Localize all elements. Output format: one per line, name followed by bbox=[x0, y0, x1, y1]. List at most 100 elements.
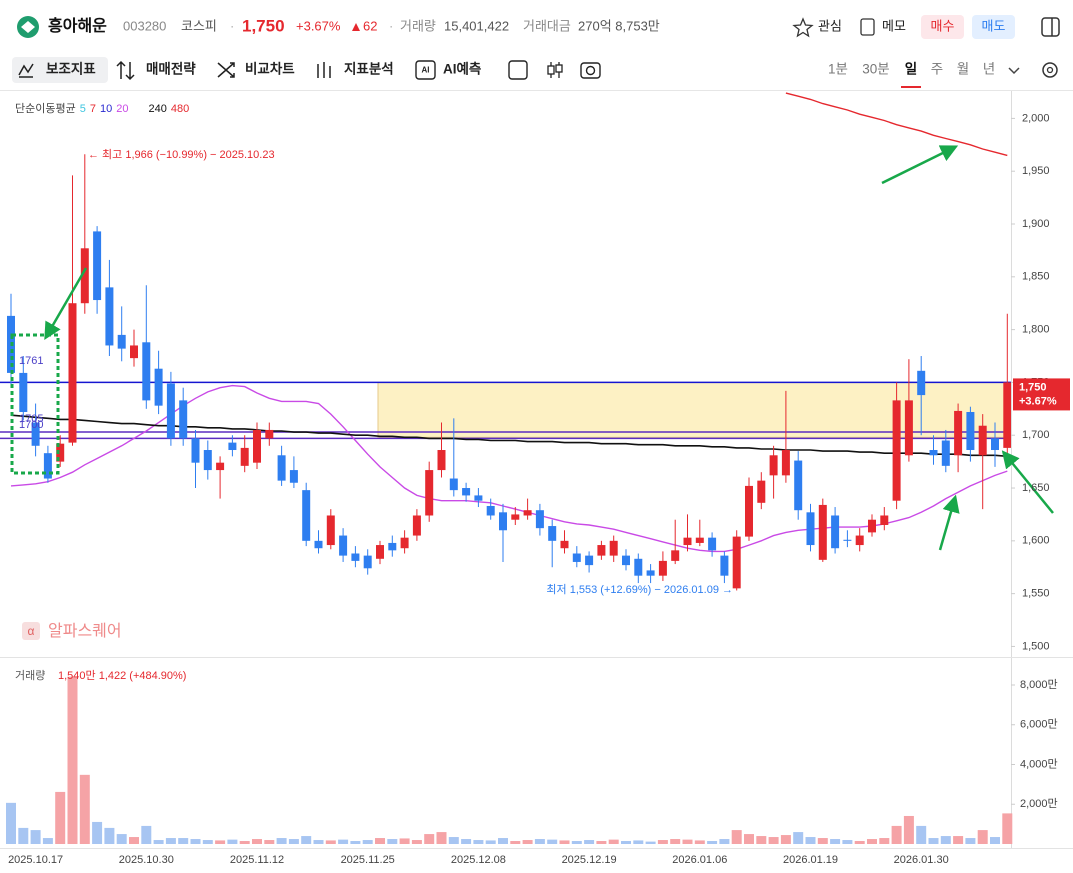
candle-body bbox=[56, 443, 65, 462]
candle-body bbox=[671, 550, 680, 561]
period[interactable]: 주 bbox=[931, 62, 943, 77]
candle-body bbox=[228, 442, 237, 451]
volume-bar bbox=[547, 839, 558, 844]
volume-bar bbox=[153, 840, 164, 844]
candle-body bbox=[966, 411, 975, 451]
ai-icon-text: AI bbox=[422, 66, 430, 75]
volume-bar bbox=[461, 839, 472, 844]
buy-button[interactable]: 매수 bbox=[931, 18, 955, 33]
watch-button[interactable]: 관심 bbox=[818, 18, 842, 33]
candle-body bbox=[720, 555, 729, 576]
period[interactable]: 30분 bbox=[862, 62, 889, 77]
volume-bar bbox=[990, 837, 1000, 844]
tool-analysis[interactable]: 지표분석 bbox=[344, 62, 394, 77]
volume-bar bbox=[1002, 813, 1013, 844]
candle-body bbox=[868, 519, 876, 533]
sell-button[interactable]: 매도 bbox=[982, 18, 1006, 33]
low-annotation: 최저 1,553 (+12.69%) − 2026.01.09 → bbox=[546, 583, 733, 596]
volume-label: 거래량 bbox=[400, 18, 436, 33]
period[interactable]: 월 bbox=[957, 62, 969, 77]
camera-tool[interactable] bbox=[580, 62, 601, 79]
volume-bar bbox=[842, 840, 853, 844]
volume-bar bbox=[670, 839, 681, 844]
tool-icon bbox=[217, 62, 235, 78]
candle-body bbox=[695, 537, 704, 543]
candle-body bbox=[831, 515, 840, 549]
separator: · bbox=[230, 18, 234, 33]
memo-icon[interactable] bbox=[860, 18, 875, 36]
candle-body bbox=[166, 383, 175, 439]
volume-bar bbox=[6, 802, 16, 844]
candle-body bbox=[43, 453, 52, 479]
candle-tool[interactable] bbox=[555, 64, 563, 73]
candle-body bbox=[388, 542, 397, 551]
tool-strategy[interactable]: 매매전략 bbox=[146, 61, 196, 77]
y-tick-label: 1,700 bbox=[1022, 429, 1050, 441]
volume-bar bbox=[522, 840, 533, 844]
volume-bar bbox=[375, 838, 385, 844]
sell-button-bg[interactable] bbox=[972, 15, 1015, 39]
draw-tool[interactable] bbox=[508, 60, 528, 80]
volume-bar bbox=[879, 838, 890, 844]
price-plot bbox=[7, 92, 1011, 591]
volume-bar bbox=[116, 834, 127, 844]
volume-bar bbox=[633, 840, 644, 844]
period[interactable]: 1분 bbox=[828, 62, 848, 77]
candle-body bbox=[757, 480, 766, 503]
volume: 15,401,422 bbox=[444, 18, 509, 33]
x-tick-label: 2025.11.12 bbox=[230, 854, 284, 866]
volume-bar bbox=[854, 841, 865, 844]
volume-bar bbox=[719, 839, 730, 844]
change: 62 bbox=[363, 18, 377, 33]
volume-bar bbox=[805, 837, 816, 844]
ma-legend-entry: 480 bbox=[171, 103, 189, 115]
candle-body bbox=[412, 515, 421, 536]
x-tick-label: 2025.10.17 bbox=[8, 854, 63, 866]
volume-plot bbox=[6, 676, 1013, 844]
volume-bar bbox=[891, 825, 902, 844]
moving-average-line bbox=[785, 92, 1008, 157]
period-dropdown[interactable] bbox=[1008, 67, 1020, 75]
settings-icon[interactable] bbox=[1042, 62, 1058, 78]
tool-ai[interactable]: AI예측 bbox=[443, 62, 481, 77]
volume-bar bbox=[202, 840, 213, 844]
volume-y-tick-label: 2,000만 bbox=[1020, 797, 1058, 810]
star-icon[interactable] bbox=[792, 17, 814, 38]
user-arrow bbox=[1001, 450, 1054, 514]
candle-body bbox=[191, 438, 200, 463]
candle-body bbox=[31, 422, 40, 446]
candle-tool[interactable] bbox=[547, 65, 555, 75]
ma-legend-entry: 20 bbox=[116, 103, 128, 115]
x-tick-label: 2025.12.08 bbox=[451, 854, 506, 866]
tool-compare[interactable]: 비교차트 bbox=[245, 62, 295, 77]
volume-bar bbox=[953, 836, 964, 844]
volume-bar bbox=[313, 840, 324, 844]
candle-body bbox=[326, 515, 335, 546]
candle-body bbox=[93, 231, 102, 301]
candle-body bbox=[818, 504, 827, 560]
candle-body bbox=[560, 540, 569, 549]
period[interactable]: 년 bbox=[983, 62, 995, 77]
x-tick-label: 2025.10.30 bbox=[119, 854, 174, 866]
memo-button[interactable]: 메모 bbox=[882, 18, 906, 33]
volume-bar bbox=[264, 840, 275, 844]
buy-button-bg[interactable] bbox=[921, 15, 964, 39]
ma-legend: 단순이동평균 5 7 10 20 240 480 bbox=[15, 102, 189, 115]
price-overlays bbox=[0, 381, 1011, 440]
settings-icon-center bbox=[1046, 66, 1054, 74]
candle-body bbox=[117, 334, 126, 349]
candle-body bbox=[449, 478, 458, 491]
high-annotation: ← 최고 1,966 (−10.99%) − 2025.10.23 bbox=[88, 148, 275, 161]
y-tick-label: 1,900 bbox=[1022, 218, 1050, 230]
panel-toggle[interactable] bbox=[1041, 17, 1060, 37]
candle-body bbox=[794, 460, 803, 511]
amount-label: 거래대금 bbox=[523, 18, 571, 33]
y-tick-label: 1,800 bbox=[1022, 324, 1050, 336]
candle-body bbox=[203, 450, 212, 471]
stock-name[interactable]: 흥아해운 bbox=[48, 16, 107, 35]
period[interactable]: 일 bbox=[905, 62, 917, 77]
candle-body bbox=[351, 553, 360, 561]
tool-indicators[interactable]: 보조지표 bbox=[46, 62, 96, 77]
candle-body bbox=[474, 495, 483, 501]
volume-y-tick-label: 4,000만 bbox=[1020, 757, 1058, 770]
